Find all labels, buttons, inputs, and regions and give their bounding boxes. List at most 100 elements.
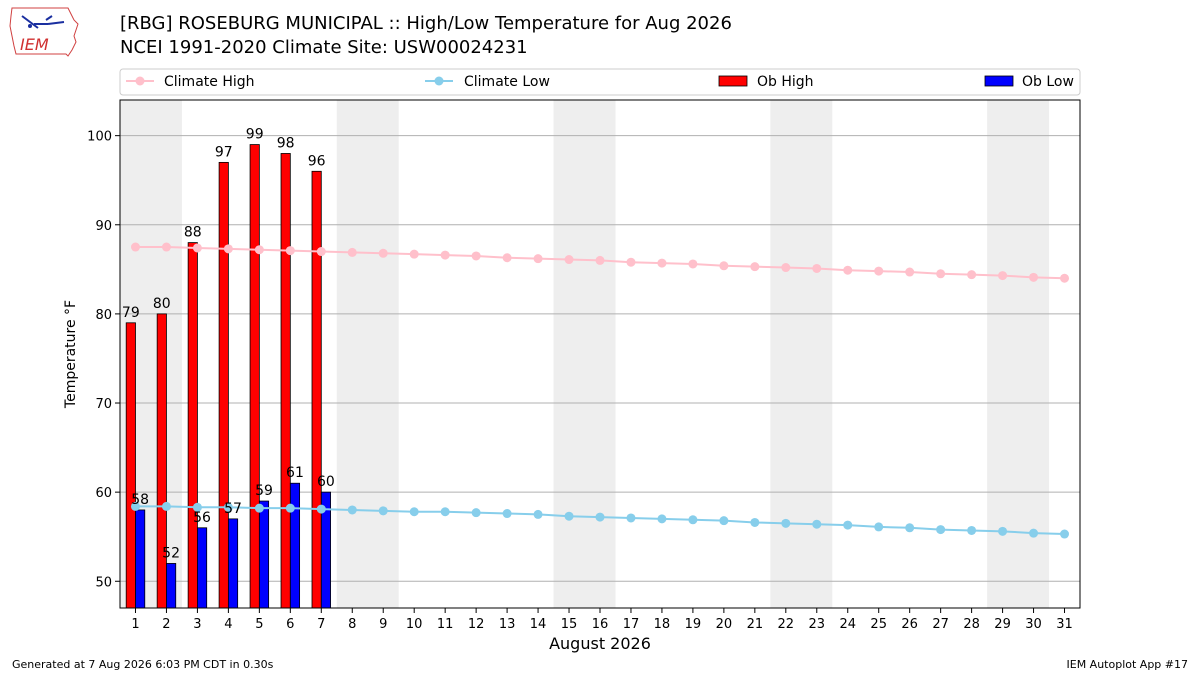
x-tick-label-18: 18 (654, 617, 671, 632)
logo-text: IEM (20, 35, 49, 54)
climate-high-point-7 (316, 247, 326, 257)
x-tick-label-1: 1 (131, 617, 139, 632)
climate-low-point-10 (409, 507, 419, 517)
climate-low-point-9 (378, 506, 388, 516)
weekend-band-4 (987, 100, 1050, 608)
climate-high-point-4 (223, 244, 233, 254)
x-tick-label-15: 15 (561, 617, 578, 632)
climate-low-point-5 (254, 503, 264, 513)
x-tick-label-2: 2 (162, 617, 170, 632)
climate-low-point-2 (161, 501, 171, 511)
x-tick-label-29: 29 (994, 617, 1011, 632)
y-tick-label-50: 50 (95, 575, 112, 590)
legend-label-climate-low: Climate Low (464, 74, 550, 90)
x-tick-label-5: 5 (255, 617, 263, 632)
ob-high-bar-2 (156, 313, 167, 609)
weekend-band-2 (553, 100, 616, 608)
legend-label-ob-low: Ob Low (1022, 74, 1074, 90)
climate-high-point-2 (161, 242, 171, 252)
y-tick-label-100: 100 (87, 130, 112, 145)
climate-low-point-19 (688, 515, 698, 525)
climate-high-point-9 (378, 248, 388, 258)
chart-title: [RBG] ROSEBURG MUNICIPAL :: High/Low Tem… (120, 13, 732, 34)
climate-high-point-18 (657, 258, 667, 268)
x-axis: 1 2 3 4 5 6 7 8 9 10 11 12 13 14 15 16 17 18 19 20 21 22 23 24 2… (131, 608, 1073, 632)
weekend-band-1 (336, 100, 399, 608)
x-tick-label-3: 3 (193, 617, 201, 632)
climate-low-point-3 (192, 502, 202, 512)
x-tick-label-16: 16 (592, 617, 609, 632)
climate-high-point-3 (192, 243, 202, 253)
ob-low-label-3: 56 (193, 510, 211, 526)
climate-high-point-24 (843, 265, 853, 275)
climate-low-point-1 (130, 501, 140, 511)
climate-high-point-1 (130, 242, 140, 252)
climate-low-point-8 (347, 505, 357, 515)
ob-low-bar-5 (258, 500, 270, 609)
climate-high-point-6 (285, 246, 295, 256)
climate-low-point-6 (285, 503, 295, 513)
y-tick-label-80: 80 (95, 308, 112, 323)
climate-low-point-11 (440, 507, 450, 517)
climate-low-point-12 (471, 508, 481, 518)
climate-high-point-22 (781, 263, 791, 273)
climate-high-point-26 (905, 267, 915, 277)
ob-high-bar-1 (125, 322, 136, 609)
ob-high-label-7: 96 (308, 153, 326, 169)
ob-high-label-3: 88 (184, 225, 202, 241)
ob-low-label-2: 52 (162, 545, 180, 561)
x-tick-label-20: 20 (716, 617, 733, 632)
x-tick-label-26: 26 (901, 617, 918, 632)
ob-low-bar-4 (227, 518, 239, 609)
climate-high-point-13 (502, 253, 512, 263)
climate-low-point-22 (781, 518, 791, 528)
iowa-outline (9, 7, 79, 57)
climate-high-point-19 (688, 259, 698, 269)
x-tick-label-25: 25 (870, 617, 887, 632)
climate-low-point-23 (812, 519, 822, 529)
y-tick-label-90: 90 (95, 219, 112, 234)
climate-low-point-21 (750, 517, 760, 527)
ob-high-bar-5 (249, 144, 260, 609)
climate-high-point-30 (1029, 272, 1039, 282)
climate-high-point-12 (471, 251, 481, 261)
y-tick-label-70: 70 (95, 397, 112, 412)
ob-high-label-1: 79 (122, 305, 140, 321)
x-tick-label-21: 21 (747, 617, 764, 632)
climate-high-point-14 (533, 254, 543, 264)
x-tick-label-24: 24 (839, 617, 856, 632)
gridlines (120, 135, 1080, 582)
legend: Climate High Climate Low Ob High Ob Low (119, 68, 1081, 96)
climate-low-point-28 (967, 525, 977, 535)
x-tick-label-22: 22 (778, 617, 795, 632)
ob-low-label-6: 61 (286, 465, 304, 481)
climate-low-point-17 (626, 513, 636, 523)
climate-low-point-13 (502, 509, 512, 519)
x-tick-label-10: 10 (406, 617, 423, 632)
x-tick-label-11: 11 (437, 617, 454, 632)
climate-low-point-30 (1029, 528, 1039, 538)
climate-high-point-10 (409, 249, 419, 259)
ob-low-bar-2 (166, 563, 177, 609)
ob-high-bar-7 (311, 170, 322, 609)
x-tick-label-4: 4 (224, 617, 232, 632)
ob-high-label-4: 97 (215, 144, 233, 160)
ob-high-label-5: 99 (246, 127, 264, 143)
x-tick-label-19: 19 (685, 617, 702, 632)
x-tick-label-9: 9 (379, 617, 387, 632)
chart-subtitle: NCEI 1991-2020 Climate Site: USW00024231 (120, 37, 528, 58)
ob-high-bar-4 (218, 161, 229, 609)
x-tick-label-30: 30 (1025, 617, 1042, 632)
climate-low-point-31 (1060, 529, 1070, 539)
weekend-shading (120, 100, 1050, 608)
climate-high-point-5 (254, 245, 264, 255)
ob-low-label-5: 59 (255, 483, 273, 499)
y-axis-label: Temperature °F (63, 300, 79, 409)
x-tick-label-14: 14 (530, 617, 547, 632)
climate-low-point-14 (533, 509, 543, 519)
legend-swatch-ob-high (718, 75, 748, 87)
x-tick-label-12: 12 (468, 617, 485, 632)
x-tick-label-31: 31 (1056, 617, 1073, 632)
climate-lines (130, 242, 1070, 539)
legend-swatch-ob-low (984, 75, 1014, 87)
